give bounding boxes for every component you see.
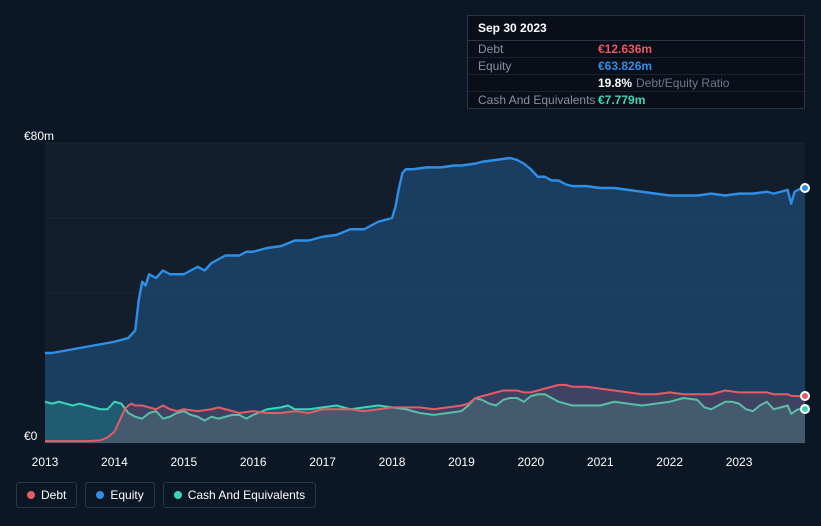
- tooltip-row-label: Debt: [478, 43, 598, 55]
- legend-label: Cash And Equivalents: [188, 488, 305, 502]
- y-tick-label: €0: [24, 429, 37, 443]
- x-tick-label: 2019: [448, 455, 475, 469]
- legend-item-equity[interactable]: Equity: [85, 482, 154, 508]
- x-tick-label: 2018: [379, 455, 406, 469]
- tooltip-date: Sep 30 2023: [468, 16, 804, 41]
- x-tick-label: 2022: [656, 455, 683, 469]
- tooltip-row-value: 19.8%Debt/Equity Ratio: [598, 77, 729, 89]
- tooltip-row: Debt€12.636m: [468, 41, 804, 58]
- tooltip-row-label: Cash And Equivalents: [478, 94, 598, 106]
- chart-tooltip: Sep 30 2023 Debt€12.636mEquity€63.826m19…: [467, 15, 805, 109]
- x-tick-label: 2013: [32, 455, 59, 469]
- tooltip-row-label: [478, 77, 598, 89]
- x-tick-label: 2014: [101, 455, 128, 469]
- tooltip-row-value: €12.636m: [598, 43, 652, 55]
- end-marker-cash-and-equivalents: [800, 404, 810, 414]
- tooltip-row-suffix: Debt/Equity Ratio: [636, 76, 729, 90]
- legend-label: Debt: [41, 488, 66, 502]
- legend-dot-icon: [174, 491, 182, 499]
- legend-dot-icon: [27, 491, 35, 499]
- x-tick-label: 2020: [517, 455, 544, 469]
- legend-item-cash-and-equivalents[interactable]: Cash And Equivalents: [163, 482, 316, 508]
- legend: Debt Equity Cash And Equivalents: [16, 482, 316, 508]
- tooltip-row-value: €63.826m: [598, 60, 652, 72]
- x-tick-label: 2017: [309, 455, 336, 469]
- x-tick-label: 2023: [726, 455, 753, 469]
- tooltip-row-value: €7.779m: [598, 94, 645, 106]
- x-tick-label: 2021: [587, 455, 614, 469]
- chart-container: €80m €0 2013 2014 2015 2016 2017 2018 2019 2020 2…: [0, 0, 821, 526]
- end-marker-debt: [800, 391, 810, 401]
- legend-dot-icon: [96, 491, 104, 499]
- tooltip-row: 19.8%Debt/Equity Ratio: [468, 75, 804, 92]
- legend-item-debt[interactable]: Debt: [16, 482, 77, 508]
- legend-label: Equity: [110, 488, 143, 502]
- tooltip-row: Equity€63.826m: [468, 58, 804, 75]
- end-marker-equity: [800, 183, 810, 193]
- x-tick-label: 2016: [240, 455, 267, 469]
- y-tick-label: €80m: [24, 129, 54, 143]
- tooltip-row-label: Equity: [478, 60, 598, 72]
- tooltip-row: Cash And Equivalents€7.779m: [468, 92, 804, 108]
- x-tick-label: 2015: [170, 455, 197, 469]
